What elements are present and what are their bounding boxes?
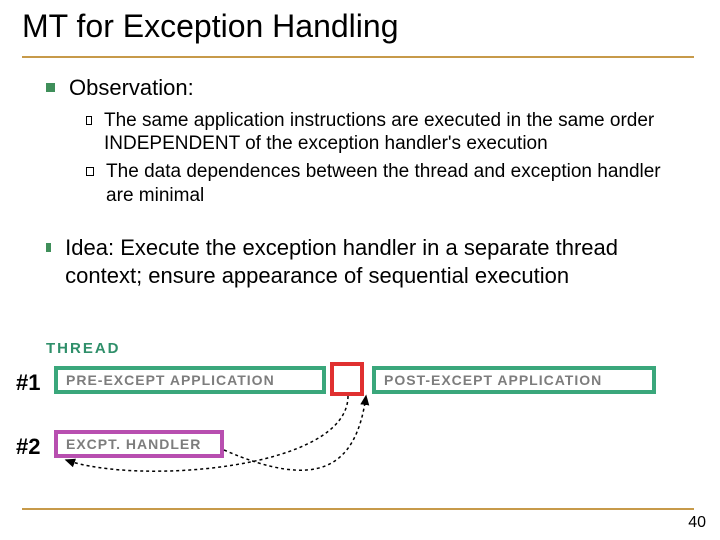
arrow-path-2 bbox=[224, 396, 366, 470]
bullet-observation: Observation: bbox=[46, 74, 674, 103]
bottom-rule bbox=[22, 508, 694, 510]
sub-bullet-2: The data dependences between the thread … bbox=[86, 160, 674, 208]
bullet-idea: Idea: Execute the exception handler in a… bbox=[46, 234, 674, 291]
hollow-square-icon bbox=[86, 116, 92, 125]
sub-bullet-text: The same application instructions are ex… bbox=[104, 109, 674, 157]
arrow-path-1 bbox=[66, 396, 348, 471]
page-number: 40 bbox=[688, 514, 706, 532]
bullet-text: Observation: bbox=[69, 74, 194, 103]
square-bullet-icon bbox=[46, 243, 51, 252]
spacer bbox=[46, 208, 674, 234]
bullet-text: Idea: Execute the exception handler in a… bbox=[65, 234, 674, 291]
square-bullet-icon bbox=[46, 83, 55, 92]
title-underline bbox=[22, 56, 694, 58]
content-area: Observation: The same application instru… bbox=[46, 74, 674, 297]
sub-bullet-text: The data dependences between the thread … bbox=[106, 160, 674, 208]
hollow-square-icon bbox=[86, 167, 94, 176]
sub-bullets: The same application instructions are ex… bbox=[46, 109, 674, 208]
page-title: MT for Exception Handling bbox=[22, 8, 398, 45]
sub-bullet-1: The same application instructions are ex… bbox=[86, 109, 674, 157]
thread-diagram: THREAD #1 #2 PRE-EXCEPT APPLICATION POST… bbox=[16, 340, 706, 500]
dependency-arrows bbox=[16, 340, 706, 500]
